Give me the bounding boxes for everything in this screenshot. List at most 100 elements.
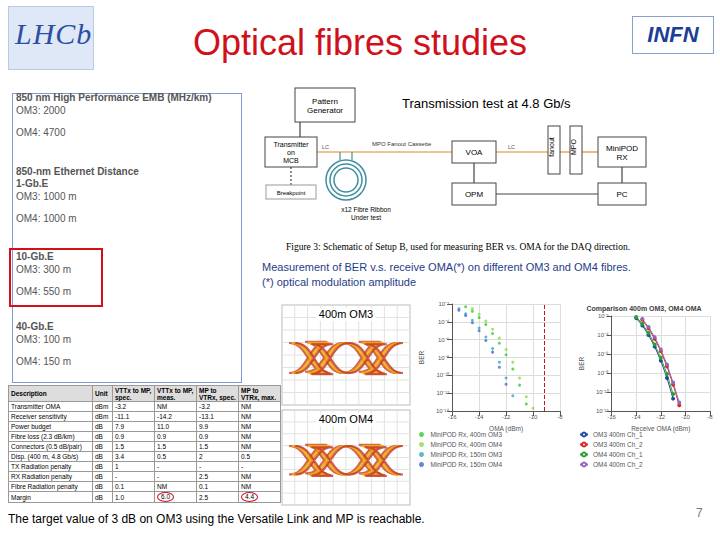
svg-text:OMA (dBm): OMA (dBm) — [489, 424, 524, 432]
svg-text:-16: -16 — [448, 414, 457, 420]
svg-text:-10: -10 — [681, 414, 690, 420]
html-text:NM: NM — [157, 403, 168, 410]
svg-text:10⁻¹⁰: 10⁻¹⁰ — [436, 371, 449, 378]
svg-text:400m OM4: 400m OM4 — [319, 413, 373, 425]
html-text:VTTx to MP, spec.: VTTx to MP, spec. — [115, 386, 152, 401]
html-text:-13.1: -13.1 — [199, 413, 214, 420]
html-text:Margin: Margin — [11, 493, 31, 501]
html-text:(*) optical modulation amplitu: (*) optical modulation amplitude — [262, 276, 417, 288]
html-text:dB: dB — [95, 493, 103, 501]
svg-text:-14: -14 — [475, 414, 484, 420]
svg-text:VOA: VOA — [466, 148, 484, 157]
html-text:INFN: INFN — [647, 22, 699, 47]
svg-text:MCB: MCB — [283, 157, 299, 164]
svg-text:10⁻⁶: 10⁻⁶ — [438, 337, 450, 343]
html-text:OM4: 4700: OM4: 4700 — [16, 127, 66, 138]
svg-text:MPO: MPO — [570, 138, 577, 155]
html-text:The target value of 3 dB on OM: The target value of 3 dB on OM3 using th… — [8, 512, 425, 526]
html-text:OM3: 2000: OM3: 2000 — [16, 105, 66, 116]
svg-text:OPM: OPM — [465, 190, 484, 199]
svg-text:MiniPOD Rx, 400m OM3: MiniPOD Rx, 400m OM3 — [431, 431, 503, 438]
html-text:-3.2: -3.2 — [199, 403, 211, 410]
html-text:OM4: 1000 m: OM4: 1000 m — [16, 213, 77, 224]
svg-text:LC: LC — [508, 144, 515, 150]
html-text:OM4: 550 m: OM4: 550 m — [16, 286, 71, 297]
svg-text:MPO Fanout Cassette: MPO Fanout Cassette — [372, 141, 432, 147]
svg-text:OM4 400m Ch_2: OM4 400m Ch_2 — [593, 461, 643, 469]
html-text:40-Gb.E: 40-Gb.E — [16, 321, 54, 332]
svg-text:OM3 400m Ch_1: OM3 400m Ch_1 — [593, 431, 643, 439]
html-text:NM: NM — [241, 413, 252, 420]
svg-text:-10: -10 — [529, 414, 538, 420]
html-text:Power budget: Power budget — [11, 423, 52, 430]
html-text:850 nm High Performance EMB (M: 850 nm High Performance EMB (MHz/km) — [16, 92, 212, 103]
html-text:Unit: Unit — [95, 390, 108, 397]
html-text:Measurement of BER v.s. receiv: Measurement of BER v.s. receive OMA(*) o… — [262, 261, 631, 273]
html-text:MP to VTRx, max.: MP to VTRx, max. — [241, 386, 276, 401]
svg-text:Comparison 400m OM3, OM4 OMA: Comparison 400m OM3, OM4 OMA — [586, 305, 701, 313]
svg-text:Transmission test at 4.8 Gb/s: Transmission test at 4.8 Gb/s — [402, 96, 571, 111]
svg-text:BER: BER — [418, 351, 425, 365]
html-text:1-Gb.E: 1-Gb.E — [16, 178, 49, 189]
svg-text:10⁻¹²: 10⁻¹² — [436, 390, 449, 396]
html-text:1.0: 1.0 — [115, 493, 124, 501]
html-text:10-Gb.E: 10-Gb.E — [16, 251, 54, 262]
svg-text:-8: -8 — [557, 414, 563, 420]
svg-text:LC: LC — [322, 144, 329, 150]
svg-text:-12: -12 — [656, 414, 665, 420]
html-text:-11.1: -11.1 — [115, 413, 130, 420]
svg-text:x12 Fibre Ribbon: x12 Fibre Ribbon — [341, 206, 391, 213]
svg-text:OM3 400m Ch_2: OM3 400m Ch_2 — [593, 441, 643, 449]
html-text:850-nm Ethernet Distance: 850-nm Ethernet Distance — [16, 166, 139, 177]
html-text:-14.2: -14.2 — [157, 413, 172, 420]
html-text:MP to VTRx, spec.: MP to VTRx, spec. — [199, 386, 236, 401]
html-text:dBm: dBm — [95, 413, 109, 420]
html-text:OM4: 150 m: OM4: 150 m — [16, 356, 71, 367]
svg-text:Generator: Generator — [307, 106, 343, 115]
svg-text:MiniPOD Rx, 150m OM3: MiniPOD Rx, 150m OM3 — [431, 451, 503, 458]
html-text:OM3: 100 m: OM3: 100 m — [16, 334, 71, 345]
svg-text:10⁻⁶: 10⁻⁶ — [597, 351, 609, 357]
svg-text:Receive OMA (dBm): Receive OMA (dBm) — [631, 424, 691, 432]
svg-text:OM4 400m Ch_1: OM4 400m Ch_1 — [593, 451, 643, 459]
html-text:dBm: dBm — [95, 403, 109, 410]
svg-text:Figure 3: Schematic of Setup B: Figure 3: Schematic of Setup B, used for… — [286, 242, 630, 252]
svg-text:Pattern: Pattern — [312, 97, 338, 106]
svg-text:400m OM3: 400m OM3 — [319, 308, 373, 320]
svg-text:-8: -8 — [707, 414, 713, 420]
html-text:LHCb: LHCb — [15, 17, 93, 50]
svg-text:10⁻¹⁰: 10⁻¹⁰ — [596, 388, 609, 395]
html-text:dB: dB — [95, 423, 103, 430]
svg-text:Under test: Under test — [351, 214, 381, 221]
svg-text:MiniPOD Rx, 150m OM4: MiniPOD Rx, 150m OM4 — [431, 461, 503, 468]
html-text:2.5: 2.5 — [199, 493, 208, 501]
svg-text:-14: -14 — [632, 414, 641, 420]
svg-text:10⁻²: 10⁻² — [438, 301, 449, 307]
svg-text:10⁻⁸: 10⁻⁸ — [597, 370, 609, 376]
html-text:VTTx to MP, meas.: VTTx to MP, meas. — [157, 386, 194, 401]
html-text:Description: Description — [11, 390, 47, 397]
svg-text:MiniPOD: MiniPOD — [606, 144, 638, 153]
html-text:Optical fibres studies: Optical fibres studies — [192, 22, 528, 63]
svg-text:-12: -12 — [502, 414, 511, 420]
html-text:7.9: 7.9 — [115, 423, 124, 430]
svg-text:MiniPOD Rx, 400m OM4: MiniPOD Rx, 400m OM4 — [431, 441, 503, 448]
svg-text:10⁻²: 10⁻² — [598, 313, 609, 319]
html-text:-3.2: -3.2 — [115, 403, 127, 410]
svg-text:10⁻⁸: 10⁻⁸ — [438, 355, 450, 361]
svg-text:10⁻⁴: 10⁻⁴ — [438, 319, 450, 325]
svg-text:10⁻⁴: 10⁻⁴ — [597, 332, 609, 338]
svg-text:fanout: fanout — [548, 137, 555, 157]
html-text:NM: NM — [241, 403, 252, 410]
svg-text:RX: RX — [616, 153, 628, 162]
svg-text:Transmitter: Transmitter — [273, 141, 309, 148]
svg-text:BER: BER — [578, 357, 585, 371]
html-text:OM3: 1000 m: OM3: 1000 m — [16, 191, 77, 202]
svg-text:on: on — [287, 149, 295, 156]
svg-text:PC: PC — [616, 190, 627, 199]
html-text:Receiver sensitivity: Receiver sensitivity — [11, 413, 67, 420]
svg-text:Breakpoint: Breakpoint — [277, 190, 306, 196]
svg-text:-16: -16 — [607, 414, 616, 420]
html-text:Transmitter OMA: Transmitter OMA — [11, 403, 61, 410]
html-text:OM3: 300 m: OM3: 300 m — [16, 264, 71, 275]
